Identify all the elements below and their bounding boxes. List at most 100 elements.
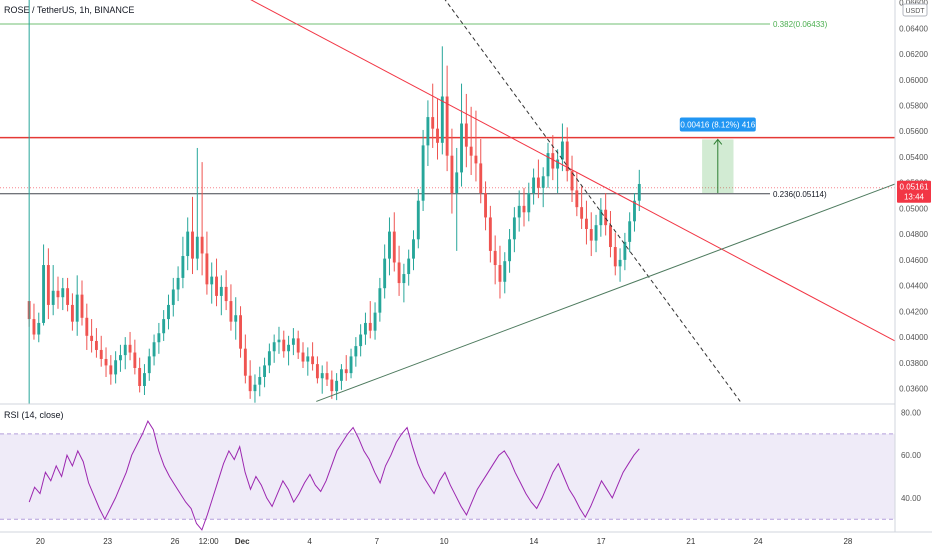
price-tick-label: 0.05400 [899, 153, 928, 162]
candle-body [623, 241, 627, 260]
candle-body [532, 177, 536, 193]
candle-body [51, 290, 55, 305]
candle-body [152, 342, 156, 357]
candle-body [143, 373, 146, 386]
time-tick-label: 14 [529, 537, 538, 546]
rsi-label: RSI (14, close) [4, 410, 64, 420]
candle-body [349, 356, 353, 374]
price-tick-label: 0.04600 [899, 256, 928, 265]
candle-body [109, 365, 113, 375]
price-tick-label: 0.05000 [899, 204, 928, 213]
candle-body [575, 190, 579, 208]
candle-body [339, 369, 343, 381]
candle-body [267, 351, 271, 366]
candle-body [541, 176, 545, 188]
price-tick-label: 0.05800 [899, 102, 928, 111]
price-tick-label: 0.06400 [899, 24, 928, 33]
candle-body [46, 265, 50, 305]
time-axis-ticks[interactable]: 20 23 26 12:00 Dec 4 7 10 14 17 21 24 28 [36, 537, 853, 546]
candle-body [311, 356, 315, 365]
candle-body [99, 349, 103, 359]
candle-body [215, 276, 218, 296]
candle-body [186, 231, 190, 257]
measure-label-bg [679, 117, 756, 132]
price-tick-label: 0.04200 [899, 307, 928, 316]
currency-unit-box[interactable]: USDT [902, 3, 928, 17]
trendlines [250, 0, 896, 402]
candle-body [85, 317, 89, 336]
candle-body [219, 286, 223, 296]
candle-body [464, 123, 468, 147]
candle-body [517, 205, 521, 218]
candle-body [556, 159, 560, 169]
candle-body [94, 340, 98, 350]
candle-body [75, 294, 79, 322]
candle-body [229, 301, 233, 322]
candle-body [200, 236, 204, 254]
candle-body [536, 177, 540, 188]
candle-body [397, 262, 401, 284]
candle-body [301, 352, 305, 362]
price-tick-label: 0.04800 [899, 230, 928, 239]
candle-body [378, 288, 382, 313]
candle-body [272, 342, 276, 352]
candle-body [416, 200, 420, 240]
price-tick-label: 0.05600 [899, 127, 928, 136]
rsi-axis-ticks[interactable]: 80.00 60.00 40.00 [901, 409, 922, 503]
candle-body [580, 207, 584, 219]
rsi-pane[interactable]: RSI (14, close) [0, 410, 895, 531]
candle-body [373, 312, 377, 331]
candle-body [291, 338, 295, 345]
price-tick-label: 0.04400 [899, 282, 928, 291]
candle-body [66, 288, 70, 305]
candle-body [388, 231, 391, 259]
candle-body [118, 355, 122, 361]
candle-body [104, 358, 108, 366]
candle-countdown: 13:44 [904, 193, 925, 202]
time-tick-label: 10 [440, 537, 449, 546]
candle-body [157, 333, 161, 343]
candle-body [503, 261, 507, 282]
candle-body [138, 367, 142, 386]
price-tick-label: 0.06000 [899, 76, 928, 85]
candle-body [412, 239, 415, 259]
candle-body [306, 356, 310, 362]
current-price-value: 0.05161 [900, 183, 929, 192]
price-pane[interactable]: 0.382(0.06433) 0.236(0.05114) 0.00416 (8.… [0, 0, 896, 403]
candle-body [210, 276, 214, 285]
time-tick-label: 7 [375, 537, 380, 546]
candle-body [440, 96, 444, 143]
current-price-badge-bg [897, 180, 931, 203]
candle-body [248, 375, 252, 392]
trendline-descending-resistance [250, 0, 896, 342]
candle-body [162, 319, 166, 334]
price-tick-label: 0.04000 [899, 333, 928, 342]
candle-body [637, 183, 641, 201]
candle-body [147, 356, 151, 374]
candle-body [609, 225, 612, 248]
candle-body [253, 384, 257, 392]
candle-body [455, 172, 459, 193]
time-tick-label: 28 [843, 537, 852, 546]
candle-body [325, 373, 329, 380]
measure-arrow-head [713, 138, 723, 145]
time-tick-label: 23 [103, 537, 112, 546]
candle-body [633, 200, 636, 222]
candle-body [392, 231, 396, 263]
price-tick-label: 0.03600 [899, 385, 928, 394]
price-tick-label: 0.03800 [899, 359, 928, 368]
candle-body [469, 146, 473, 156]
candle-body [277, 339, 281, 343]
candle-body [37, 322, 41, 335]
time-tick-label: Dec [235, 537, 250, 546]
candle-body [181, 256, 185, 278]
candle-body [133, 352, 137, 368]
candle-body [402, 274, 406, 284]
currency-unit-label: USDT [905, 8, 925, 15]
candle-body [364, 322, 367, 335]
candle-body [354, 346, 358, 357]
candle-body [315, 364, 319, 379]
fib-level-label: 0.382(0.06433) [773, 20, 828, 29]
